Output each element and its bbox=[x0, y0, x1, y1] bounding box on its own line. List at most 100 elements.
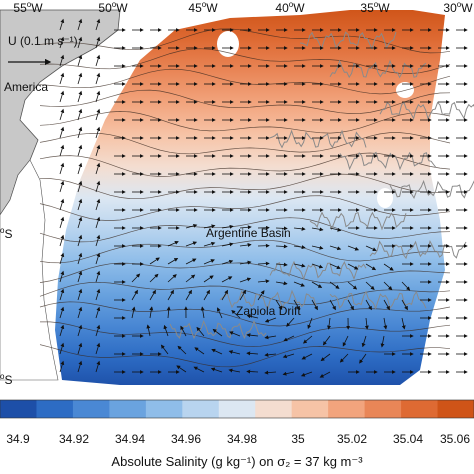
colorbar-tick: 35 bbox=[291, 432, 305, 446]
velocity-vector bbox=[210, 367, 223, 373]
bathymetry-contour-line bbox=[269, 129, 367, 149]
velocity-vector bbox=[160, 344, 169, 355]
velocity-vector bbox=[149, 289, 156, 301]
velocity-vector bbox=[257, 261, 270, 266]
velocity-vector bbox=[176, 365, 187, 373]
velocity-vector bbox=[275, 281, 288, 286]
velocity-vector bbox=[365, 281, 375, 290]
velocity-vector bbox=[177, 345, 187, 355]
salinity-contour-line bbox=[39, 68, 451, 95]
velocity-vector bbox=[311, 263, 324, 269]
velocity-vector bbox=[301, 353, 313, 360]
velocity-vector bbox=[275, 244, 288, 249]
velocity-vector bbox=[131, 273, 141, 283]
velocity-vector bbox=[239, 243, 252, 247]
velocity-vector bbox=[77, 216, 83, 229]
bathymetry-contour-line bbox=[309, 211, 407, 231]
coast-shelf bbox=[0, 159, 59, 381]
salinity-contour-line bbox=[40, 321, 451, 348]
velocity-vector bbox=[77, 324, 83, 337]
salinity-contour-line bbox=[39, 217, 451, 243]
velocity-vector bbox=[167, 241, 179, 247]
salinity-contour-line bbox=[39, 48, 451, 74]
velocity-vector bbox=[380, 335, 385, 348]
velocity-vector bbox=[246, 351, 259, 356]
salinity-contours bbox=[39, 28, 451, 368]
velocity-vector bbox=[166, 306, 171, 319]
velocity-vector bbox=[95, 234, 101, 247]
velocity-vector bbox=[77, 180, 83, 193]
velocity-vector bbox=[264, 335, 277, 340]
velocity-vector bbox=[77, 162, 83, 175]
colorbar bbox=[0, 400, 474, 418]
colorbar-swatch bbox=[72, 400, 110, 418]
velocity-vector bbox=[77, 252, 83, 265]
velocity-vector bbox=[264, 370, 277, 375]
velocity-vector bbox=[221, 259, 234, 265]
velocity-vector bbox=[77, 72, 83, 85]
velocity-vector bbox=[180, 325, 187, 337]
velocity-vector bbox=[347, 299, 354, 311]
velocity-vector bbox=[59, 36, 65, 49]
colorbar-tick: 35.04 bbox=[392, 432, 424, 446]
lon-label-35w: 35oW bbox=[360, 0, 390, 15]
velocity-vector bbox=[239, 289, 247, 301]
velocity-vector bbox=[95, 252, 101, 265]
velocity-vector bbox=[329, 245, 342, 251]
velocity-vector bbox=[59, 288, 65, 301]
colorbar-swatch bbox=[291, 400, 329, 418]
velocity-vector bbox=[77, 270, 83, 283]
velocity-vector bbox=[282, 371, 295, 376]
velocity-vector bbox=[329, 281, 340, 289]
velocity-vector bbox=[185, 241, 198, 247]
velocity-vector bbox=[95, 324, 101, 337]
velocity-vector bbox=[221, 224, 234, 229]
velocity-vector bbox=[95, 198, 101, 211]
velocity-vector bbox=[239, 225, 252, 230]
lon-label-45w: 45oW bbox=[188, 0, 218, 15]
velocity-vector bbox=[203, 289, 210, 301]
velocity-vector bbox=[95, 90, 101, 103]
velocity-vector bbox=[364, 317, 369, 330]
velocity-vector bbox=[203, 259, 215, 265]
velocity-vector bbox=[361, 335, 367, 348]
bathymetry-contour-line bbox=[169, 319, 267, 340]
salinity-contour-line bbox=[39, 301, 451, 327]
velocity-vector bbox=[77, 126, 83, 139]
velocity-vector bbox=[149, 306, 154, 319]
velocity-vector bbox=[264, 317, 277, 323]
velocity-vector bbox=[59, 18, 65, 31]
velocity-vector bbox=[319, 371, 331, 378]
drift-label: Zapiola Drift bbox=[236, 304, 301, 318]
velocity-vector bbox=[322, 335, 331, 346]
velocity-vector bbox=[59, 198, 65, 211]
masked-area bbox=[377, 188, 393, 208]
velocity-vector bbox=[77, 144, 83, 157]
velocity-vector bbox=[216, 307, 223, 319]
velocity-vector bbox=[339, 353, 349, 363]
velocity-vector bbox=[59, 234, 65, 247]
continent-label: America bbox=[4, 80, 49, 94]
velocity-vector bbox=[383, 263, 394, 271]
velocity-vector bbox=[77, 90, 83, 103]
bathymetry-contour-line bbox=[389, 179, 474, 200]
velocity-vector bbox=[59, 216, 65, 229]
velocity-vector bbox=[329, 299, 336, 311]
velocity-vector bbox=[185, 289, 192, 301]
velocity-vector bbox=[383, 317, 388, 330]
salinity-contour-line bbox=[39, 28, 451, 54]
velocity-vector bbox=[149, 273, 159, 283]
velocity-vector bbox=[95, 126, 101, 139]
colorbar-frame bbox=[0, 399, 474, 419]
velocity-vector bbox=[307, 317, 313, 330]
lon-label-50w: 50oW bbox=[98, 0, 128, 15]
velocity-vector bbox=[293, 226, 306, 231]
velocity-vector bbox=[293, 263, 306, 268]
velocity-vector bbox=[59, 90, 65, 103]
velocity-vector bbox=[221, 242, 234, 247]
velocity-vector bbox=[77, 306, 83, 319]
velocity-vector bbox=[365, 299, 372, 311]
velocity-vector bbox=[275, 226, 288, 231]
velocity-vector bbox=[95, 162, 101, 175]
velocity-vector bbox=[246, 333, 259, 338]
